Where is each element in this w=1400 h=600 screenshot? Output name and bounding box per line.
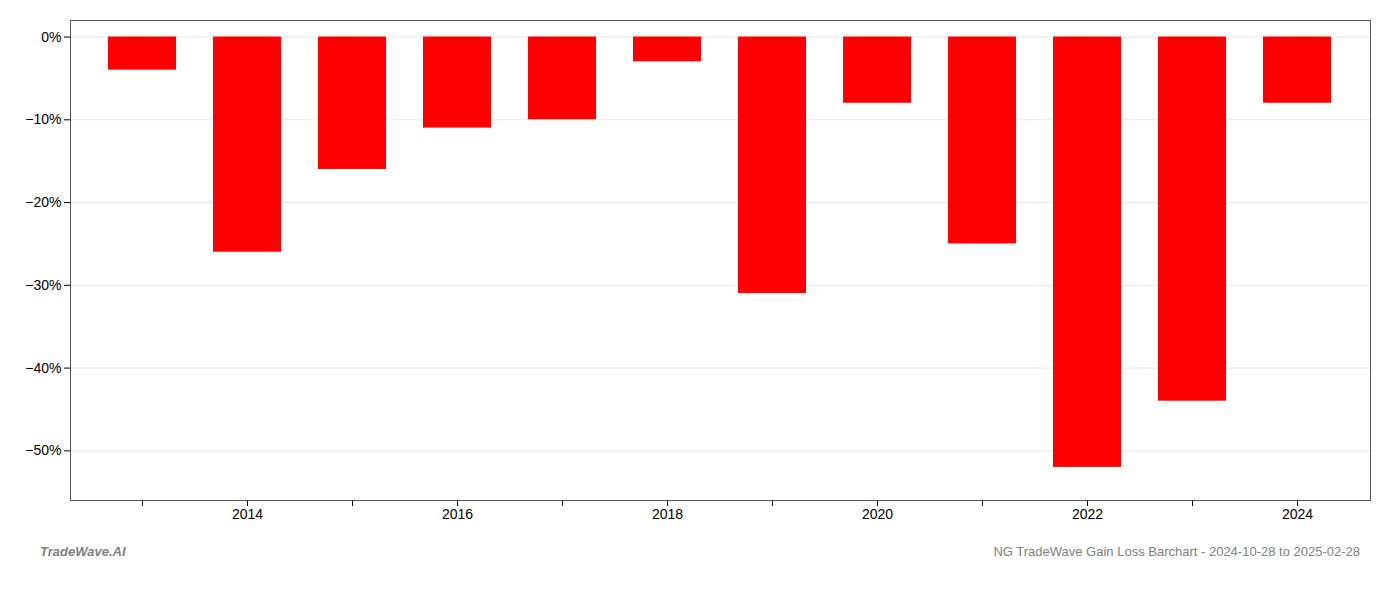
svg-text:−10%: −10%: [25, 111, 61, 127]
svg-text:−50%: −50%: [25, 442, 61, 458]
svg-text:2014: 2014: [232, 506, 263, 522]
svg-text:2020: 2020: [862, 506, 893, 522]
html-text:NG TradeWave Gain Loss Barchar: NG TradeWave Gain Loss Barchart - 2024-1…: [993, 544, 1360, 559]
svg-text:2018: 2018: [652, 506, 683, 522]
svg-text:2024: 2024: [1282, 506, 1313, 522]
svg-text:−30%: −30%: [25, 277, 61, 293]
svg-text:0%: 0%: [41, 29, 61, 45]
svg-text:−40%: −40%: [25, 360, 61, 376]
svg-text:2016: 2016: [442, 506, 473, 522]
svg-text:2022: 2022: [1072, 506, 1103, 522]
html-text:TradeWave.AI: TradeWave.AI: [40, 544, 126, 559]
svg-text:−20%: −20%: [25, 194, 61, 210]
